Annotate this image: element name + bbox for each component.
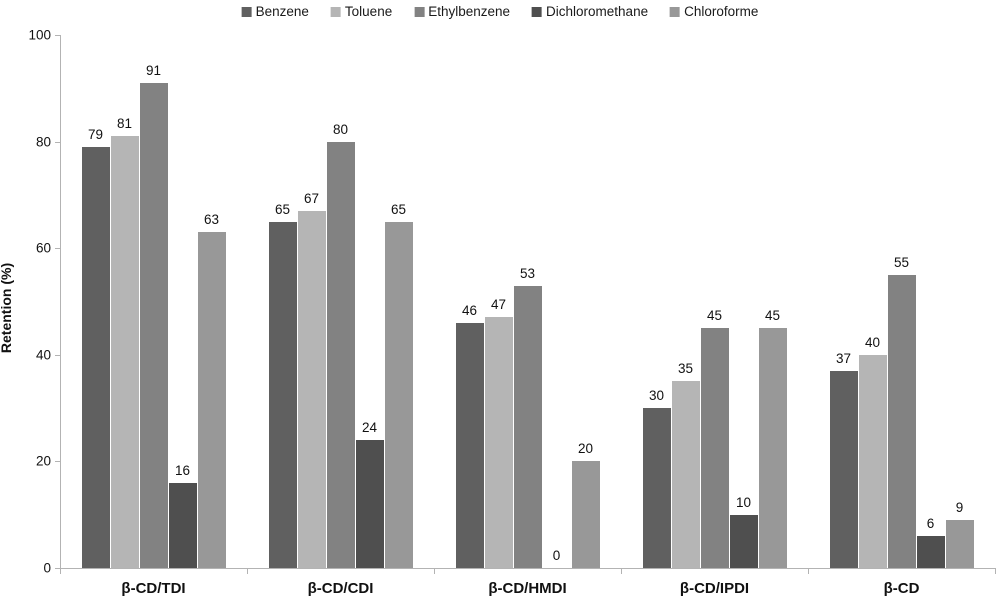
bar-value-label: 9 <box>955 500 964 516</box>
y-tick-label: 40 <box>35 347 51 363</box>
legend-label: Chloroforme <box>684 4 759 19</box>
bar-value-label: 65 <box>390 201 407 217</box>
bar-value-label: 16 <box>174 462 191 478</box>
bar-benzene-5 <box>829 370 858 568</box>
bar-value-label: 46 <box>461 302 478 318</box>
bar-value-label: 35 <box>677 361 694 377</box>
bar-toluene-5 <box>858 354 887 568</box>
bar-ethylbenzene-5 <box>887 274 916 568</box>
bar-chloroforme-3 <box>571 461 600 568</box>
category-label-3: β-CD/HMDI <box>488 580 567 597</box>
x-tick <box>247 568 248 574</box>
bar-value-label: 0 <box>552 548 561 563</box>
bar-ethylbenzene-3 <box>513 285 542 568</box>
x-tick <box>808 568 809 574</box>
legend-item-dichloromethane: Dichloromethane <box>532 4 648 19</box>
chart-legend: Benzene Toluene Ethylbenzene Dichloromethan… <box>241 4 758 19</box>
bar-value-label: 45 <box>706 308 723 324</box>
y-tick <box>55 141 60 143</box>
bar-value-label: 67 <box>303 190 320 206</box>
bar-value-label: 47 <box>490 297 507 313</box>
y-tick-label: 60 <box>35 240 51 256</box>
bar-value-label: 24 <box>361 420 378 436</box>
bar-value-label: 6 <box>926 516 935 532</box>
legend-label: Toluene <box>344 4 393 19</box>
y-tick <box>55 461 60 463</box>
y-tick-label: 0 <box>43 560 51 576</box>
category-label-1: β-CD/TDI <box>121 580 186 597</box>
y-tick <box>55 568 60 569</box>
y-tick-label: 80 <box>35 134 51 150</box>
bar-benzene-1 <box>81 146 110 568</box>
bar-value-label: 81 <box>116 116 133 132</box>
legend-item-benzene: Benzene <box>241 4 309 19</box>
legend-label: Benzene <box>255 4 309 19</box>
category-label-2: β-CD/CDI <box>307 580 374 597</box>
bar-value-label: 37 <box>835 350 852 366</box>
bar-value-label: 30 <box>648 388 665 404</box>
bar-value-label: 63 <box>203 212 220 228</box>
bar-toluene-3 <box>484 317 513 568</box>
y-tick <box>55 354 60 356</box>
legend-item-chloroforme: Chloroforme <box>670 4 758 19</box>
bar-value-label: 20 <box>577 441 594 457</box>
legend-swatch-icon <box>330 6 341 17</box>
bar-dichloromethane-5 <box>916 536 945 568</box>
legend-item-ethylbenzene: Ethylbenzene <box>414 4 510 19</box>
bar-chloroforme-1 <box>197 232 226 568</box>
bar-benzene-2 <box>268 221 297 568</box>
x-tick <box>621 568 622 574</box>
bar-chloroforme-2 <box>384 221 413 568</box>
x-axis-line <box>60 568 995 569</box>
bar-chloroforme-4 <box>758 328 787 568</box>
legend-swatch-icon <box>241 6 252 17</box>
bar-value-label: 91 <box>145 62 162 78</box>
bar-value-label: 10 <box>735 494 752 510</box>
bar-value-label: 65 <box>274 201 291 217</box>
legend-label: Ethylbenzene <box>428 4 511 19</box>
legend-swatch-icon <box>414 6 425 17</box>
bar-ethylbenzene-1 <box>139 82 168 568</box>
x-tick <box>60 568 61 574</box>
bar-toluene-4 <box>671 381 700 568</box>
bar-value-label: 40 <box>864 334 881 350</box>
bar-chloroforme-5 <box>945 520 974 568</box>
bar-dichloromethane-1 <box>168 482 197 568</box>
bar-dichloromethane-4 <box>729 514 758 568</box>
bar-value-label: 79 <box>87 126 104 142</box>
bar-value-label: 45 <box>764 308 781 324</box>
x-tick <box>995 568 996 574</box>
category-label-5: β-CD <box>883 580 920 597</box>
legend-label: Dichloromethane <box>546 4 649 19</box>
legend-item-toluene: Toluene <box>330 4 393 19</box>
category-label-4: β-CD/IPDI <box>679 580 750 597</box>
bar-value-label: 55 <box>893 254 910 270</box>
bar-ethylbenzene-2 <box>326 141 355 568</box>
y-axis-line <box>60 35 61 568</box>
bar-toluene-2 <box>297 210 326 568</box>
bar-toluene-1 <box>110 136 139 568</box>
bar-ethylbenzene-4 <box>700 328 729 568</box>
bar-benzene-3 <box>455 322 484 568</box>
y-axis-title: Retention (%) <box>0 262 14 354</box>
bar-dichloromethane-2 <box>355 440 384 568</box>
x-tick <box>434 568 435 574</box>
y-tick <box>55 35 60 36</box>
bar-value-label: 53 <box>519 265 536 281</box>
legend-swatch-icon <box>532 6 543 17</box>
legend-swatch-icon <box>670 6 681 17</box>
bar-benzene-4 <box>642 408 671 568</box>
y-tick <box>55 248 60 250</box>
y-tick-label: 100 <box>28 27 51 43</box>
bar-value-label: 80 <box>332 121 349 137</box>
y-tick-label: 20 <box>35 453 51 469</box>
